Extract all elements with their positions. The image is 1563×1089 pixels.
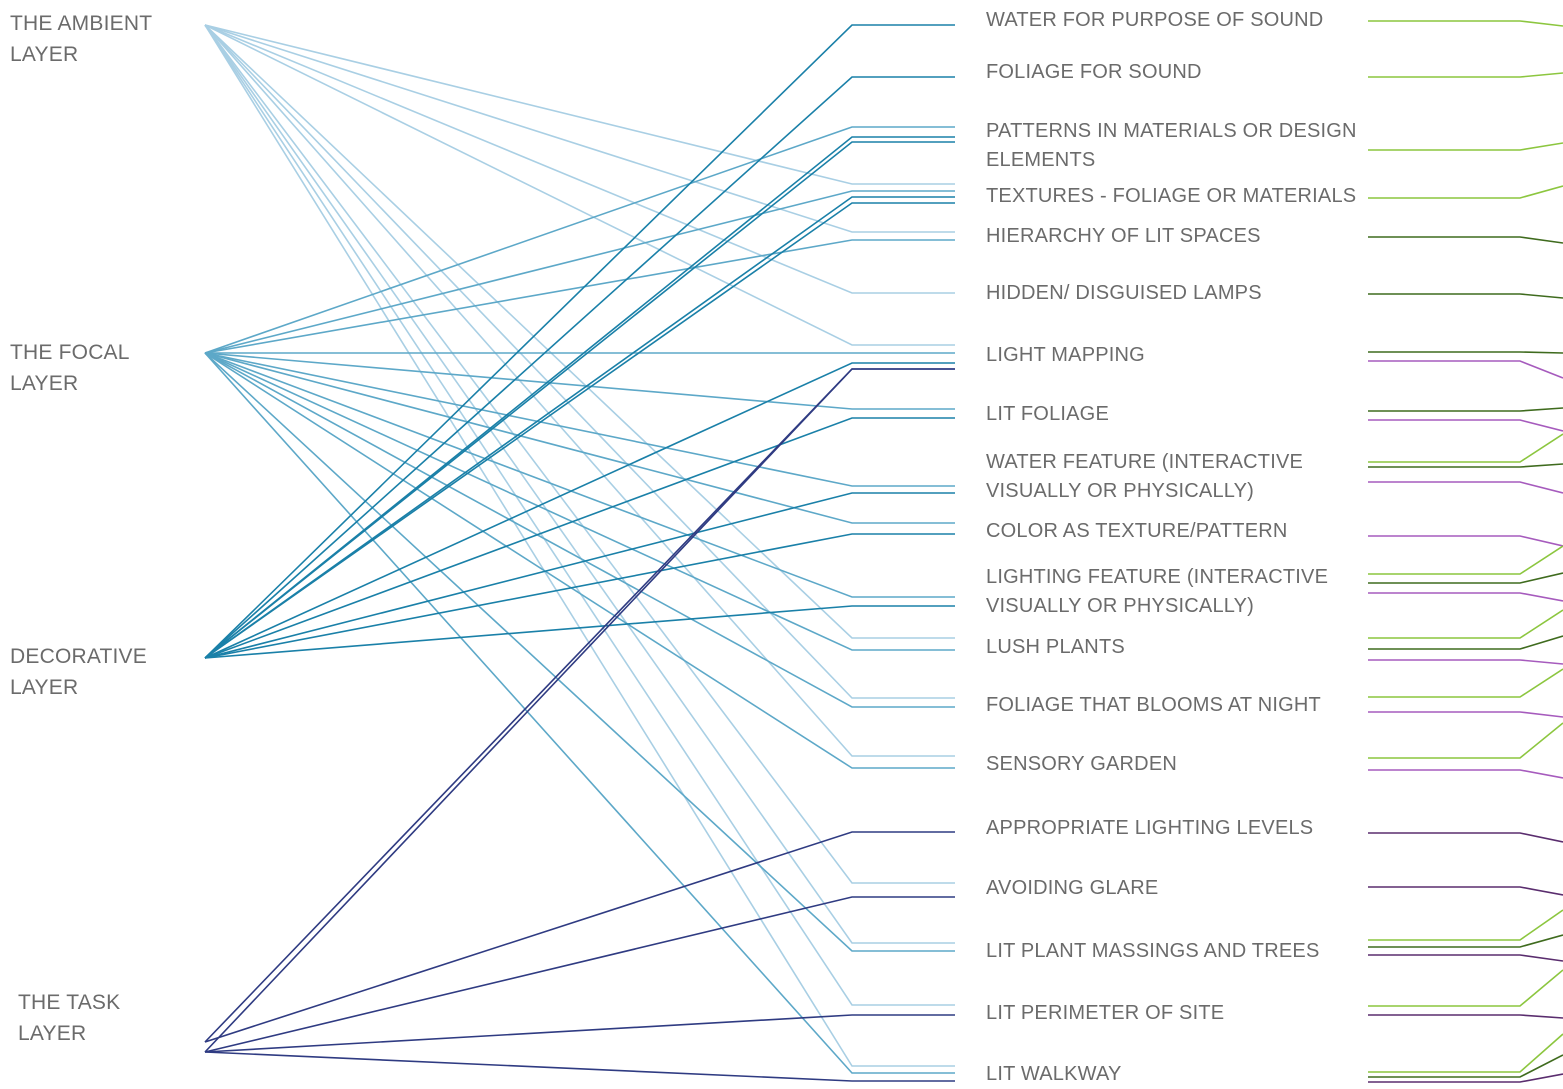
connector [1368, 609, 1563, 639]
layer-label: DECORATIVE LAYER [10, 645, 147, 699]
item-label: HIDDEN/ DISGUISED LAMPS [986, 282, 1262, 304]
connector [1368, 769, 1563, 779]
connector [204, 24, 955, 346]
item-label: APPROPRIATE LIGHTING LEVELS [986, 817, 1314, 839]
connector [204, 24, 955, 294]
item-label: FOLIAGE THAT BLOOMS AT NIGHT [986, 694, 1321, 716]
item-label: LUSH PLANTS [986, 636, 1125, 658]
connector [1368, 886, 1563, 896]
connector [204, 24, 955, 1006]
connector [1368, 969, 1563, 1007]
item-label: PATTERNS IN MATERIALS OR DESIGN ELEMENTS [986, 120, 1357, 171]
connector [1368, 407, 1563, 412]
connector [204, 368, 955, 1053]
connector [1368, 635, 1563, 650]
connector [1368, 236, 1563, 244]
connector [1368, 1073, 1563, 1083]
connector [204, 831, 955, 1043]
connector [1368, 545, 1563, 575]
connector [1368, 72, 1563, 78]
layer-label: THE AMBIENT LAYER [10, 12, 152, 66]
item-label: LIT FOLIAGE [986, 403, 1109, 425]
item-label: FOLIAGE FOR SOUND [986, 61, 1202, 83]
connector [1368, 433, 1563, 463]
connector [1368, 351, 1563, 354]
connector [204, 368, 955, 1043]
connector [204, 24, 955, 639]
connector [1368, 592, 1563, 602]
connector [204, 352, 955, 487]
connector [204, 352, 955, 524]
connector [204, 24, 955, 884]
item-label: LIT PLANT MASSINGS AND TREES [986, 940, 1320, 962]
connector [204, 352, 955, 410]
item-label: WATER FOR PURPOSE OF SOUND [986, 9, 1324, 31]
connector [204, 24, 955, 944]
connector [1368, 711, 1563, 718]
item-label: HIERARCHY OF LIT SPACES [986, 225, 1261, 247]
connector [204, 605, 955, 659]
connector [1368, 535, 1563, 547]
connector [1368, 481, 1563, 494]
item-label: WATER FEATURE (INTERACTIVE VISUALLY OR P… [986, 451, 1304, 502]
connector [204, 492, 955, 659]
connector [204, 896, 955, 1053]
item-label: LIGHTING FEATURE (INTERACTIVE VISUALLY O… [986, 566, 1329, 617]
connector [204, 190, 955, 354]
connector [204, 417, 955, 659]
connector [204, 126, 955, 354]
connector [204, 352, 955, 1074]
connector [1368, 668, 1563, 698]
connector [1368, 934, 1563, 948]
connector [1368, 572, 1563, 584]
item-label: LIGHT MAPPING [986, 344, 1145, 366]
connector [204, 239, 955, 354]
connector [204, 202, 955, 659]
connector [1368, 722, 1563, 759]
connector [204, 1014, 955, 1053]
connector [204, 352, 955, 952]
item-label: SENSORY GARDEN [986, 753, 1178, 775]
connector [204, 196, 955, 659]
connector [1368, 659, 1563, 665]
connector [204, 352, 955, 651]
connector [1368, 1054, 1563, 1078]
connector [1368, 360, 1563, 379]
connector [204, 24, 955, 699]
connector [204, 24, 955, 185]
connector [204, 76, 955, 659]
layer-label: THE FOCAL LAYER [10, 341, 129, 395]
item-label: AVOIDING GLARE [986, 877, 1159, 899]
connector [1368, 954, 1563, 962]
connector [204, 136, 955, 659]
connector [204, 24, 955, 659]
connector [204, 352, 955, 769]
connector [1368, 142, 1563, 151]
connector [1368, 463, 1563, 468]
layer-label: THE TASK LAYER [18, 991, 121, 1045]
item-label: COLOR AS TEXTURE/PATTERN [986, 520, 1288, 542]
connector [1368, 185, 1563, 199]
connector [204, 352, 955, 598]
connector [204, 141, 955, 659]
connector [204, 1051, 955, 1082]
connector [1368, 1033, 1563, 1073]
item-label: LIT WALKWAY [986, 1063, 1122, 1085]
connector [204, 24, 955, 757]
item-label: TEXTURES - FOLIAGE OR MATERIALS [986, 185, 1357, 207]
connector [204, 362, 955, 659]
item-label: LIT PERIMETER OF SITE [986, 1002, 1225, 1024]
connector [1368, 1014, 1563, 1019]
connector [1368, 293, 1563, 299]
connector [204, 24, 955, 233]
connector [1368, 832, 1563, 843]
connector [1368, 909, 1563, 941]
connector [1368, 419, 1563, 432]
connector [1368, 20, 1563, 27]
connector [204, 533, 955, 659]
connector [204, 352, 955, 708]
